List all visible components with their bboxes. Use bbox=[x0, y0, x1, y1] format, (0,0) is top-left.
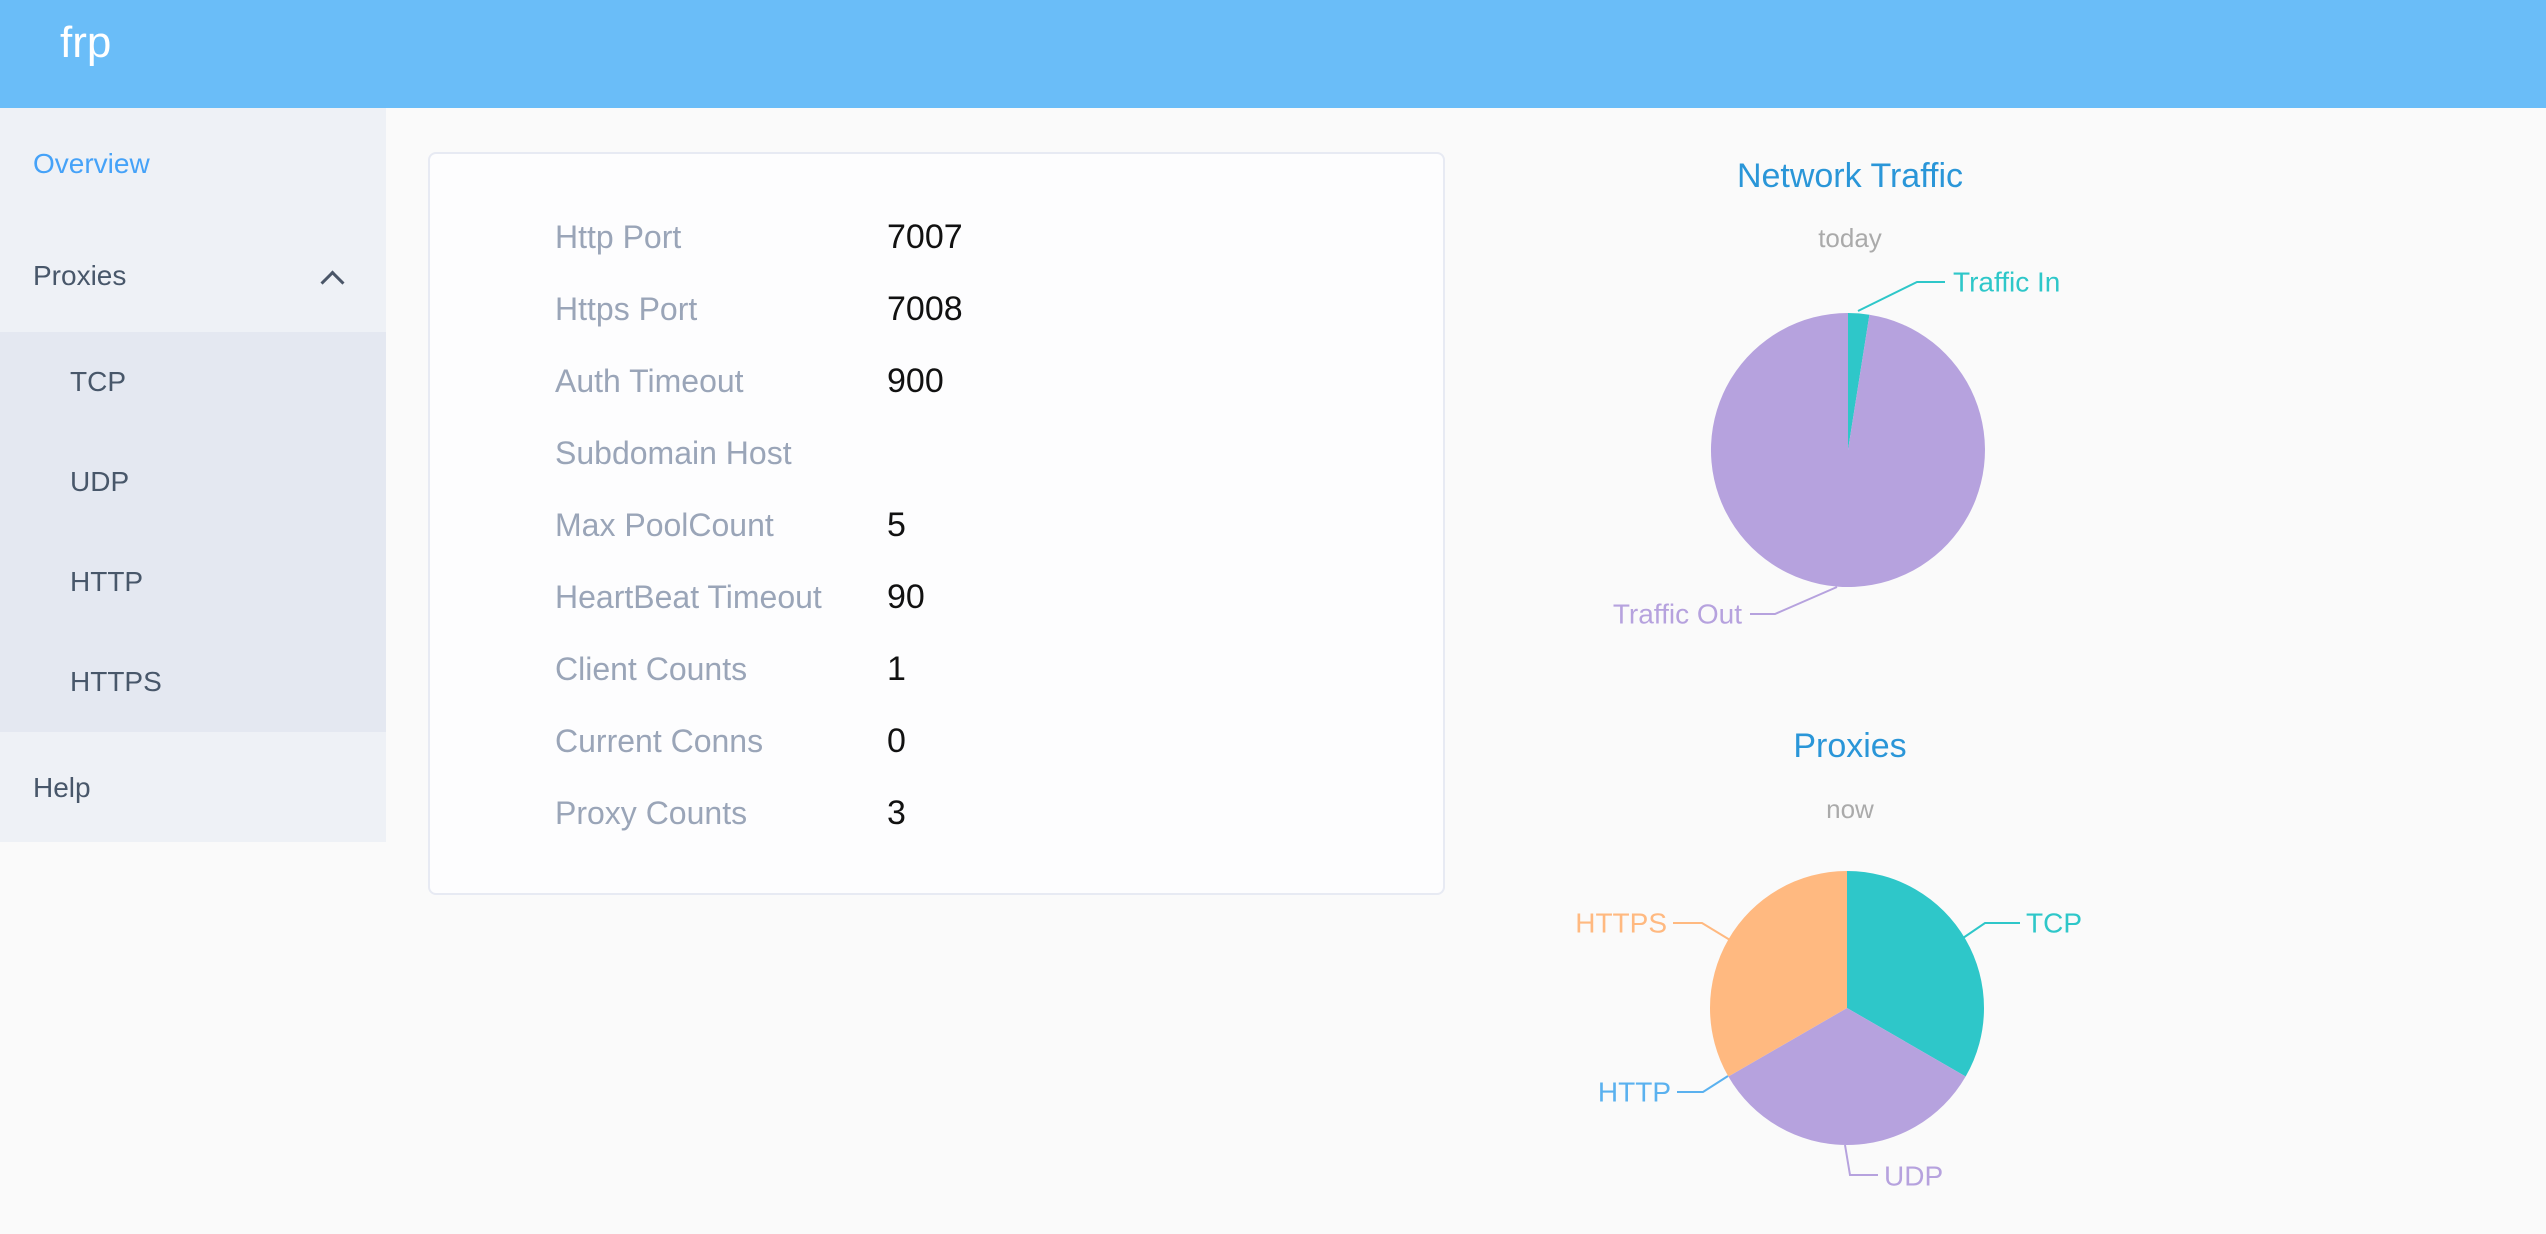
info-row: Subdomain Host bbox=[430, 417, 1443, 489]
pie-slice-https bbox=[1709, 871, 1847, 1077]
network-traffic-pie: Traffic In Traffic Out bbox=[1613, 267, 2061, 630]
network-traffic-chart: Network Traffic today Traffic In Traffic… bbox=[1560, 140, 2140, 680]
sidebar-item-label: Proxies bbox=[33, 260, 127, 291]
sidebar-item-label: Overview bbox=[33, 148, 150, 179]
sidebar-item-proxies[interactable]: Proxies bbox=[0, 220, 386, 332]
chart-title: Network Traffic bbox=[1736, 157, 1964, 195]
proxies-chart: Proxies now TCP UDP HTTP HTTPS bbox=[1560, 690, 2140, 1234]
info-row: Proxy Counts 3 bbox=[430, 777, 1443, 849]
proxies-submenu: TCP UDP HTTP HTTPS bbox=[0, 332, 386, 732]
tcp-label-line bbox=[1962, 922, 2020, 939]
pie-slice-tcp bbox=[1847, 871, 1985, 1077]
top-header-bar: frp bbox=[0, 0, 2546, 108]
udp-label-line bbox=[1844, 1144, 1878, 1176]
pie-slice-traffic-out bbox=[1710, 313, 1985, 587]
info-label: Http Port bbox=[555, 218, 682, 255]
pie-slice-udp bbox=[1728, 1008, 1966, 1146]
info-row: Current Conns 0 bbox=[430, 705, 1443, 777]
info-row: HeartBeat Timeout 90 bbox=[430, 561, 1443, 633]
info-value: 7008 bbox=[887, 289, 963, 328]
info-label: Max PoolCount bbox=[555, 506, 774, 543]
udp-label: UDP bbox=[1884, 1161, 1943, 1192]
traffic-in-label: Traffic In bbox=[1953, 267, 2060, 298]
https-label: HTTPS bbox=[1575, 908, 1667, 939]
sidebar-subitem-tcp[interactable]: TCP bbox=[70, 366, 126, 397]
info-value: 5 bbox=[887, 505, 906, 544]
https-label-line bbox=[1673, 922, 1731, 941]
info-row: Max PoolCount 5 bbox=[430, 489, 1443, 561]
info-value: 3 bbox=[887, 793, 906, 832]
server-info-card: Http Port 7007 Https Port 7008 Auth Timeout 9… bbox=[428, 152, 1445, 895]
chevron-up-icon bbox=[324, 270, 344, 290]
pie-sectors bbox=[1709, 871, 1985, 1146]
info-label: Client Counts bbox=[555, 650, 748, 687]
sidebar-menu: Overview Proxies TCP UDP HTTP HTTPS Help bbox=[0, 108, 386, 842]
frp-logo[interactable]: frp bbox=[60, 18, 112, 67]
pie-slice-traffic-in bbox=[1848, 313, 1870, 450]
chart-title: Proxies bbox=[1793, 727, 1907, 765]
info-row: Client Counts 1 bbox=[430, 633, 1443, 705]
chart-subtitle: now bbox=[1826, 794, 1874, 824]
traffic-out-label: Traffic Out bbox=[1613, 599, 1742, 630]
info-label: Auth Timeout bbox=[555, 362, 744, 399]
info-value: 0 bbox=[887, 721, 906, 760]
pie-sectors bbox=[1710, 313, 1985, 587]
http-label-line bbox=[1677, 1075, 1729, 1093]
info-value: 900 bbox=[887, 361, 944, 400]
sidebar-item-label: Help bbox=[33, 772, 91, 803]
info-label: Subdomain Host bbox=[555, 434, 792, 471]
traffic-in-label-line bbox=[1857, 281, 1945, 312]
info-value: 1 bbox=[887, 649, 906, 688]
server-info-rows: Http Port 7007 Https Port 7008 Auth Timeout 9… bbox=[430, 201, 1443, 849]
info-label: Current Conns bbox=[555, 722, 764, 759]
info-value: 90 bbox=[887, 577, 925, 616]
traffic-out-label-line bbox=[1750, 586, 1838, 615]
http-label: HTTP bbox=[1598, 1077, 1671, 1108]
info-label: HeartBeat Timeout bbox=[555, 578, 822, 615]
info-row: Http Port 7007 bbox=[430, 201, 1443, 273]
proxies-pie: TCP UDP HTTP HTTPS bbox=[1575, 871, 2082, 1192]
sidebar-item-help[interactable]: Help bbox=[0, 732, 386, 844]
info-label: Https Port bbox=[555, 290, 698, 327]
sidebar-subitem-udp[interactable]: UDP bbox=[70, 466, 130, 497]
sidebar-subitem-http[interactable]: HTTP bbox=[70, 566, 144, 597]
info-label: Proxy Counts bbox=[555, 794, 748, 831]
chart-subtitle: today bbox=[1818, 223, 1882, 253]
tcp-label: TCP bbox=[2026, 908, 2082, 939]
sidebar-subitem-https[interactable]: HTTPS bbox=[70, 666, 162, 697]
info-row: Https Port 7008 bbox=[430, 273, 1443, 345]
info-row: Auth Timeout 900 bbox=[430, 345, 1443, 417]
info-value: 7007 bbox=[887, 217, 963, 256]
sidebar-item-overview[interactable]: Overview bbox=[0, 108, 386, 220]
